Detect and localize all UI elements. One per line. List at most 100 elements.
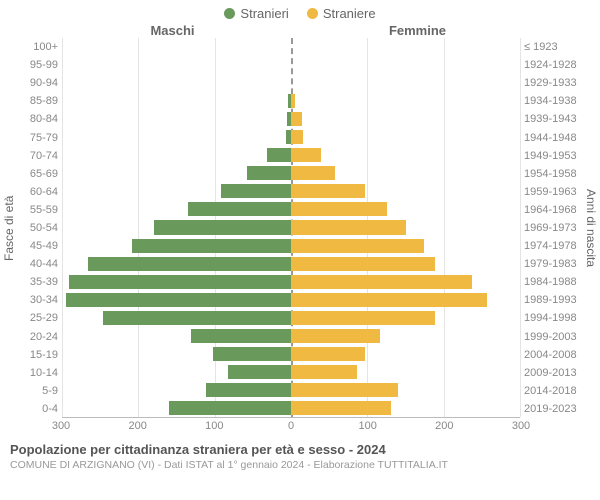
pyramid-row [62, 110, 520, 128]
age-label: 20-24 [18, 328, 62, 346]
age-label: 30-34 [18, 291, 62, 309]
age-label: 100+ [18, 38, 62, 56]
pyramid-row [62, 255, 520, 273]
age-label: 50-54 [18, 219, 62, 237]
bar-male [69, 275, 291, 289]
age-label: 25-29 [18, 309, 62, 327]
birth-year-label: 2019-2023 [520, 400, 582, 418]
pyramid-row [62, 74, 520, 92]
bar-female [291, 239, 424, 253]
birth-year-label: 1974-1978 [520, 237, 582, 255]
pyramid-row [62, 218, 520, 236]
birth-year-label: 1934-1938 [520, 92, 582, 110]
header-male: Maschi [0, 23, 295, 38]
bar-female [291, 401, 391, 415]
pyramid-row [62, 327, 520, 345]
pyramid-row [62, 363, 520, 381]
age-label: 90-94 [18, 74, 62, 92]
bar-female [291, 257, 435, 271]
x-tick-label: 300 [512, 420, 530, 432]
birth-year-label: 2014-2018 [520, 382, 582, 400]
birth-year-label: 1979-1983 [520, 255, 582, 273]
bar-male [191, 329, 291, 343]
pyramid-row [62, 309, 520, 327]
birth-year-label: 1924-1928 [520, 56, 582, 74]
pyramid-row [62, 273, 520, 291]
chart-subtitle: COMUNE DI ARZIGNANO (VI) - Dati ISTAT al… [10, 459, 590, 471]
bar-male [247, 166, 291, 180]
age-label: 40-44 [18, 255, 62, 273]
bar-female [291, 329, 380, 343]
chart-footer: Popolazione per cittadinanza straniera p… [0, 436, 600, 471]
bar-male [267, 148, 291, 162]
pyramid-row [62, 200, 520, 218]
x-tick-label: 300 [52, 420, 70, 432]
age-label: 15-19 [18, 346, 62, 364]
chart-title: Popolazione per cittadinanza straniera p… [10, 442, 590, 457]
bar-female [291, 94, 295, 108]
bar-female [291, 184, 365, 198]
legend-item-male: Stranieri [224, 6, 288, 21]
age-label: 85-89 [18, 92, 62, 110]
birth-year-label: 1954-1958 [520, 165, 582, 183]
pyramid-row [62, 128, 520, 146]
swatch-female [307, 8, 318, 19]
pyramid-row [62, 182, 520, 200]
pyramid-plot [62, 38, 520, 418]
birth-year-label: 1939-1943 [520, 110, 582, 128]
bar-male [213, 347, 291, 361]
y-axis-label-right: Anni di nascita [582, 38, 600, 418]
x-axis-ticks: 3002001000100200300 [61, 418, 521, 436]
chart-area: Fasce di età 100+95-9990-9485-8980-8475-… [0, 38, 600, 418]
x-tick-label: 200 [128, 420, 146, 432]
swatch-male [224, 8, 235, 19]
bar-female [291, 365, 357, 379]
birth-year-labels: ≤ 19231924-19281929-19331934-19381939-19… [520, 38, 582, 418]
legend: Stranieri Straniere [0, 0, 600, 21]
age-label: 65-69 [18, 165, 62, 183]
bar-male [169, 401, 291, 415]
birth-year-label: 1969-1973 [520, 219, 582, 237]
pyramid-row [62, 291, 520, 309]
age-label: 95-99 [18, 56, 62, 74]
legend-item-female: Straniere [307, 6, 376, 21]
age-label: 45-49 [18, 237, 62, 255]
bar-female [291, 166, 335, 180]
age-label: 10-14 [18, 364, 62, 382]
birth-year-label: 1999-2003 [520, 328, 582, 346]
birth-year-label: 1959-1963 [520, 183, 582, 201]
birth-year-label: 1989-1993 [520, 291, 582, 309]
x-tick-label: 100 [205, 420, 223, 432]
age-label: 70-74 [18, 147, 62, 165]
pyramid-row [62, 399, 520, 417]
pyramid-row [62, 237, 520, 255]
age-label: 75-79 [18, 128, 62, 146]
bar-female [291, 275, 472, 289]
bar-male [154, 220, 291, 234]
birth-year-label: ≤ 1923 [520, 38, 582, 56]
bar-female [291, 130, 303, 144]
age-label: 80-84 [18, 110, 62, 128]
age-label: 60-64 [18, 183, 62, 201]
bar-male [66, 293, 291, 307]
pyramid-row [62, 146, 520, 164]
bar-male [206, 383, 291, 397]
birth-year-label: 1964-1968 [520, 201, 582, 219]
birth-year-label: 1944-1948 [520, 128, 582, 146]
pyramid-row [62, 92, 520, 110]
bar-female [291, 293, 487, 307]
pyramid-row [62, 164, 520, 182]
legend-label-male: Stranieri [240, 6, 288, 21]
pyramid-row [62, 56, 520, 74]
age-label: 5-9 [18, 382, 62, 400]
x-axis: 3002001000100200300 [0, 418, 600, 436]
bar-male [88, 257, 291, 271]
legend-label-female: Straniere [323, 6, 376, 21]
age-label: 35-39 [18, 273, 62, 291]
bar-male [132, 239, 291, 253]
bar-male [221, 184, 291, 198]
bar-female [291, 383, 398, 397]
birth-year-label: 2004-2008 [520, 346, 582, 364]
age-label: 55-59 [18, 201, 62, 219]
x-tick-label: 0 [288, 420, 294, 432]
